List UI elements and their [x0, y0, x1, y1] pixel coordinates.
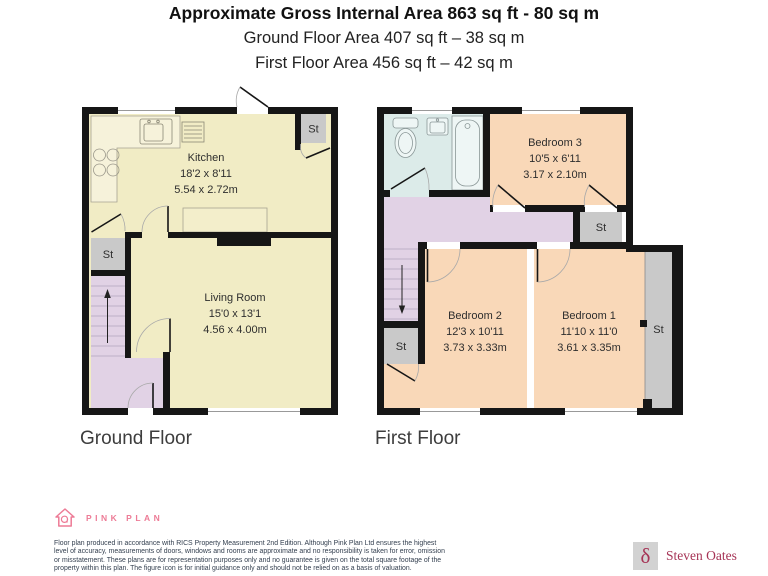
doors [91, 86, 331, 409]
storage-left-label: St [396, 341, 406, 353]
pink-plan-brand: PINK PLAN [54, 507, 163, 529]
windows [118, 107, 300, 415]
pink-plan-house-icon [55, 508, 75, 527]
bathroom-door-leaf [390, 167, 426, 190]
kitchen-metric: 5.54 x 2.72m [174, 184, 238, 196]
walls [377, 107, 683, 415]
disclaimer-text: Floor plan produced in accordance with R… [54, 540, 445, 573]
back-door-leaf [239, 86, 269, 108]
storage-top-right-label: St [308, 124, 318, 136]
bedroom1-imperial: 11'10 x 11'0 [560, 326, 617, 338]
ground-floor-plan: Kitchen 18'2 x 8'11 5.54 x 2.72m Living … [82, 83, 338, 420]
kitchen-sink [139, 118, 173, 145]
bedroom1-name: Bedroom 1 [562, 310, 616, 322]
kitchen-imperial: 18'2 x 8'11 [180, 168, 232, 180]
drainer [181, 121, 205, 143]
bedroom2-floor [384, 249, 527, 408]
page-title: Approximate Gross Internal Area 863 sq f… [168, 3, 600, 23]
bedroom3-door-leaf [497, 184, 526, 209]
agent-symbol: δ [640, 543, 651, 568]
stairs-up-arrow-icon [104, 289, 111, 343]
bedroom3-name: Bedroom 3 [528, 137, 582, 149]
storage-top-right-door-leaf [305, 147, 331, 159]
windows [412, 107, 637, 415]
bedroom3-imperial: 10'5 x 6'11 [529, 153, 581, 165]
storage-wardrobe-label: St [653, 324, 663, 336]
storage-left-area [91, 238, 125, 270]
bedroom2-name: Bedroom 2 [448, 310, 502, 322]
doors [386, 167, 618, 382]
stove-burners [93, 148, 120, 177]
first-floor-svg: Bedroom 3 10'5 x 6'11 3.17 x 2.10m Bedro… [377, 107, 683, 415]
first-floor-label: First Floor [375, 428, 461, 449]
storage-landing-area [580, 212, 622, 242]
landing-floor [384, 197, 573, 323]
storage-left-area [384, 328, 418, 364]
agent-name: Steven Oates [666, 548, 737, 563]
bedroom3-metric: 3.17 x 2.10m [523, 169, 587, 181]
storage-left-label: St [103, 249, 113, 261]
title-block: Approximate Gross Internal Area 863 sq f… [0, 3, 768, 79]
room-labels: Kitchen 18'2 x 8'11 5.54 x 2.72m Living … [103, 124, 319, 337]
basin [426, 117, 449, 136]
first-floor-area-line: First Floor Area 456 sq ft – 42 sq m [255, 54, 513, 72]
stairs [384, 248, 418, 320]
kitchen-fixtures [90, 115, 268, 233]
pink-plan-brand-text: PINK PLAN [86, 513, 164, 523]
stairs-down-arrow-icon [398, 265, 406, 314]
first-floor-plan: Bedroom 3 10'5 x 6'11 3.17 x 2.10m Bedro… [377, 107, 690, 420]
front-door-opening [128, 408, 153, 415]
storage-left-door-leaf [386, 363, 416, 382]
bathtub [451, 115, 484, 191]
living-room-metric: 4.56 x 4.00m [203, 324, 267, 336]
ground-floor-label: Ground Floor [80, 428, 192, 449]
bedroom2-metric: 3.73 x 3.33m [443, 342, 507, 354]
agent-logo-icon: δ [633, 542, 658, 570]
back-door-opening [237, 107, 268, 114]
bedroom1-metric: 3.61 x 3.35m [557, 342, 621, 354]
ground-floor-area-line: Ground Floor Area 407 sq ft – 38 sq m [243, 29, 525, 47]
storage-landing-door-leaf [588, 184, 618, 209]
storage-top-right-area [301, 114, 326, 143]
living-room-imperial: 15'0 x 13'1 [209, 308, 262, 320]
toilet [392, 117, 419, 158]
ground-floor-svg: Kitchen 18'2 x 8'11 5.54 x 2.72m Living … [82, 86, 338, 415]
storage-landing-label: St [596, 222, 606, 234]
bedroom2-imperial: 12'3 x 10'11 [446, 326, 504, 338]
room-labels: Bedroom 3 10'5 x 6'11 3.17 x 2.10m Bedro… [396, 137, 664, 354]
kitchen-name: Kitchen [188, 152, 225, 164]
hallway-floor [91, 276, 163, 408]
chimney-breast [217, 238, 271, 246]
storage-wardrobe-area [645, 252, 672, 408]
agent-logo: δ Steven Oates [633, 542, 737, 570]
bathroom-fixtures [392, 115, 484, 191]
kitchen-unit [182, 207, 268, 233]
bedroom3-floor [490, 114, 626, 205]
storage-left-door-leaf [91, 213, 122, 233]
bedroom1-floor [534, 249, 645, 408]
living-room-name: Living Room [204, 292, 265, 304]
